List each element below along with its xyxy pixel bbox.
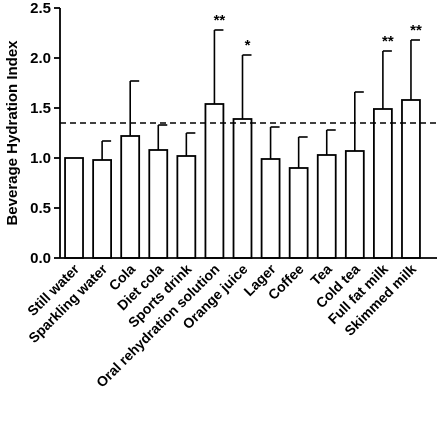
bar (316, 154, 337, 259)
bar (372, 108, 393, 259)
bar (64, 157, 84, 259)
bar (232, 118, 253, 259)
bar (204, 103, 225, 259)
bar (176, 155, 197, 259)
bar (260, 158, 281, 259)
y-tick-label: 0.0 (30, 250, 51, 267)
y-tick-label: 2.0 (30, 50, 51, 67)
y-tick-label: 2.5 (30, 0, 51, 17)
bar (344, 150, 365, 259)
significance-label: ** (410, 22, 422, 39)
significance-label: ** (382, 33, 394, 50)
y-tick-label: 0.5 (30, 200, 51, 217)
significance-label: * (245, 37, 251, 54)
significance-label: ** (214, 12, 226, 29)
bar (288, 167, 309, 259)
y-tick-label: 1.0 (30, 150, 51, 167)
y-axis-title: Beverage Hydration Index (4, 40, 21, 226)
bar (120, 135, 141, 259)
y-tick-label: 1.5 (30, 100, 51, 117)
bar (92, 159, 112, 259)
bar (148, 149, 169, 259)
